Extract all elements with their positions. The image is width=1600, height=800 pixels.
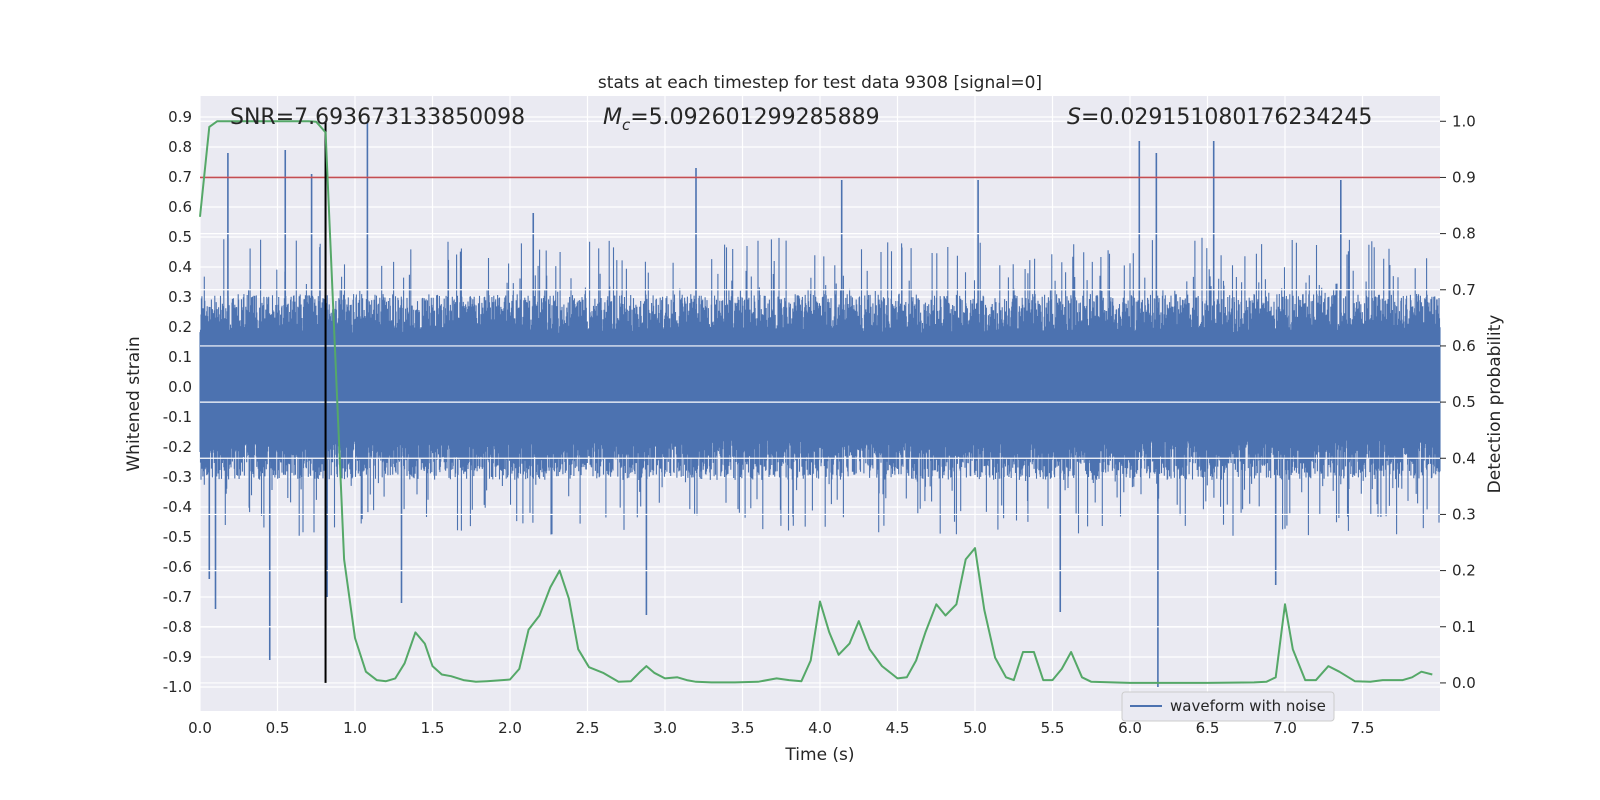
chirp-mass-annotation: Mc=5.092601299285889: [603, 105, 880, 134]
y-left-tick-label: -1.0: [163, 678, 192, 696]
x-tick-label: 7.5: [1351, 719, 1375, 737]
waveform-core-band: [200, 334, 1440, 440]
score-symbol: S: [1067, 105, 1081, 130]
x-tick-label: 3.5: [731, 719, 755, 737]
y-left-tick-label: -0.1: [163, 408, 192, 426]
x-tick-label: 2.0: [498, 719, 522, 737]
legend-box: [1121, 691, 1335, 722]
waveform-series: [199, 123, 1441, 687]
y-left-tick-label: 0.1: [168, 348, 192, 366]
y-left-tick-label: 0.9: [168, 108, 192, 126]
x-tick-label: 4.5: [886, 719, 910, 737]
chart-title: stats at each timestep for test data 930…: [598, 73, 1042, 93]
chirp-mass-subscript: c: [622, 116, 631, 134]
y-left-tick-label: 0.0: [168, 378, 192, 396]
y-right-tick-label: 0.4: [1452, 449, 1476, 467]
y-right-tick-label: 0.7: [1452, 281, 1476, 299]
score-value: =0.029151080176234245: [1081, 105, 1372, 130]
y-right-tick-label: 0.5: [1452, 393, 1476, 411]
y-left-tick-label: -0.4: [163, 498, 192, 516]
y-right-tick-label: 0.2: [1452, 562, 1476, 580]
x-tick-label: 4.0: [808, 719, 832, 737]
y-left-tick-label: -0.2: [163, 438, 192, 456]
x-tick-label: 1.0: [343, 719, 367, 737]
y-left-tick-label: 0.2: [168, 318, 192, 336]
y-left-tick-label: 0.7: [168, 168, 192, 186]
y-left-tick-label: 0.5: [168, 228, 192, 246]
y-right-tick-label: 0.8: [1452, 225, 1476, 243]
x-tick-label: 6.0: [1118, 719, 1142, 737]
x-tick-label: 2.5: [576, 719, 600, 737]
y-right-tick-label: 1.0: [1452, 112, 1476, 130]
y-right-tick-label: 0.3: [1452, 505, 1476, 523]
x-tick-label: 7.0: [1273, 719, 1297, 737]
x-tick-label: 3.0: [653, 719, 677, 737]
y-right-tick-label: 0.1: [1452, 618, 1476, 636]
y-left-tick-label: 0.3: [168, 288, 192, 306]
overlay-lines: [200, 120, 1440, 684]
y-right-tick-label: 0.0: [1452, 674, 1476, 692]
y-left-tick-label: -0.9: [163, 648, 192, 666]
snr-annotation: SNR=7.693673133850098: [230, 105, 525, 130]
y-axis-label-left: Whitened strain: [124, 336, 144, 471]
x-tick-label: 0.5: [266, 719, 290, 737]
y-left-tick-label: 0.6: [168, 198, 192, 216]
x-tick-label: 5.5: [1041, 719, 1065, 737]
y-left-tick-label: -0.8: [163, 618, 192, 636]
y-right-tick-label: 0.9: [1452, 168, 1476, 186]
tick-labels: 0.0 0.5 1.0 1.5 2.0 2.5 3.0 3.5 4.0 4.5 5.0 5.5 6.0 6…: [163, 108, 1476, 737]
y-left-tick-label: -0.6: [163, 558, 192, 576]
legend: waveform with noise: [1121, 691, 1335, 722]
y-right-tick-label: 0.6: [1452, 337, 1476, 355]
chirp-mass-value: =5.092601299285889: [630, 105, 879, 130]
score-annotation: S=0.029151080176234245: [1067, 105, 1372, 130]
probability-series: [199, 120, 1433, 684]
legend-label-waveform: waveform with noise: [1170, 697, 1326, 715]
chirp-mass-symbol: M: [603, 105, 622, 130]
x-tick-label: 6.5: [1196, 719, 1220, 737]
y-axis-label-right: Detection probability: [1485, 315, 1505, 494]
x-axis-label: Time (s): [784, 745, 854, 765]
x-tick-label: 1.5: [421, 719, 445, 737]
y-left-tick-label: 0.8: [168, 138, 192, 156]
x-tick-label: 0.0: [188, 719, 212, 737]
y-left-tick-label: -0.7: [163, 588, 192, 606]
y-left-tick-label: 0.4: [168, 258, 192, 276]
y-left-tick-label: -0.5: [163, 528, 192, 546]
x-tick-label: 5.0: [963, 719, 987, 737]
y-left-tick-label: -0.3: [163, 468, 192, 486]
detection-probability-line: [199, 120, 1433, 684]
